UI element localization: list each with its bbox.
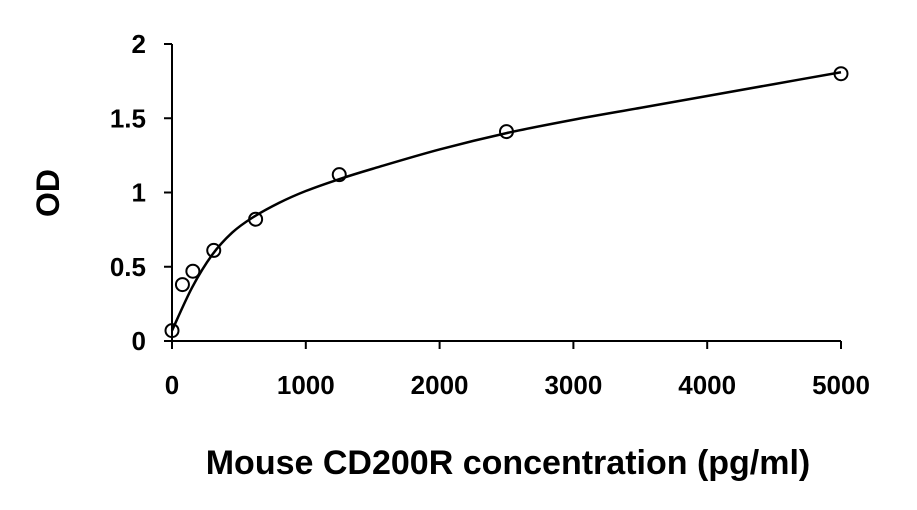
data-point xyxy=(164,323,180,339)
x-axis-title: Mouse CD200R concentration (pg/ml) xyxy=(206,444,811,482)
y-tick-label: 2 xyxy=(132,29,146,59)
data-point xyxy=(206,242,222,258)
data-point xyxy=(174,277,190,293)
y-axis-ticks: 0 0.5 1 1.5 2 xyxy=(110,29,172,356)
data-point xyxy=(185,263,201,279)
data-point xyxy=(331,167,347,183)
x-tick-label: 1000 xyxy=(277,370,335,400)
y-tick-label: 0.5 xyxy=(110,252,146,282)
y-tick-label: 1.5 xyxy=(110,103,146,133)
x-tick-label: 0 xyxy=(165,370,179,400)
x-tick-label: 2000 xyxy=(411,370,469,400)
data-point xyxy=(833,66,849,82)
data-point xyxy=(499,124,514,140)
data-point xyxy=(248,211,264,227)
y-tick-label: 0 xyxy=(132,326,146,356)
data-points xyxy=(164,66,849,339)
x-tick-label: 5000 xyxy=(812,370,870,400)
x-tick-label: 4000 xyxy=(678,370,736,400)
x-tick-label: 3000 xyxy=(544,370,602,400)
fitted-curve xyxy=(170,70,842,332)
y-axis-title: OD xyxy=(30,169,66,217)
x-axis-ticks: 0 1000 2000 3000 4000 5000 xyxy=(165,341,870,400)
y-tick-label: 1 xyxy=(132,178,146,208)
